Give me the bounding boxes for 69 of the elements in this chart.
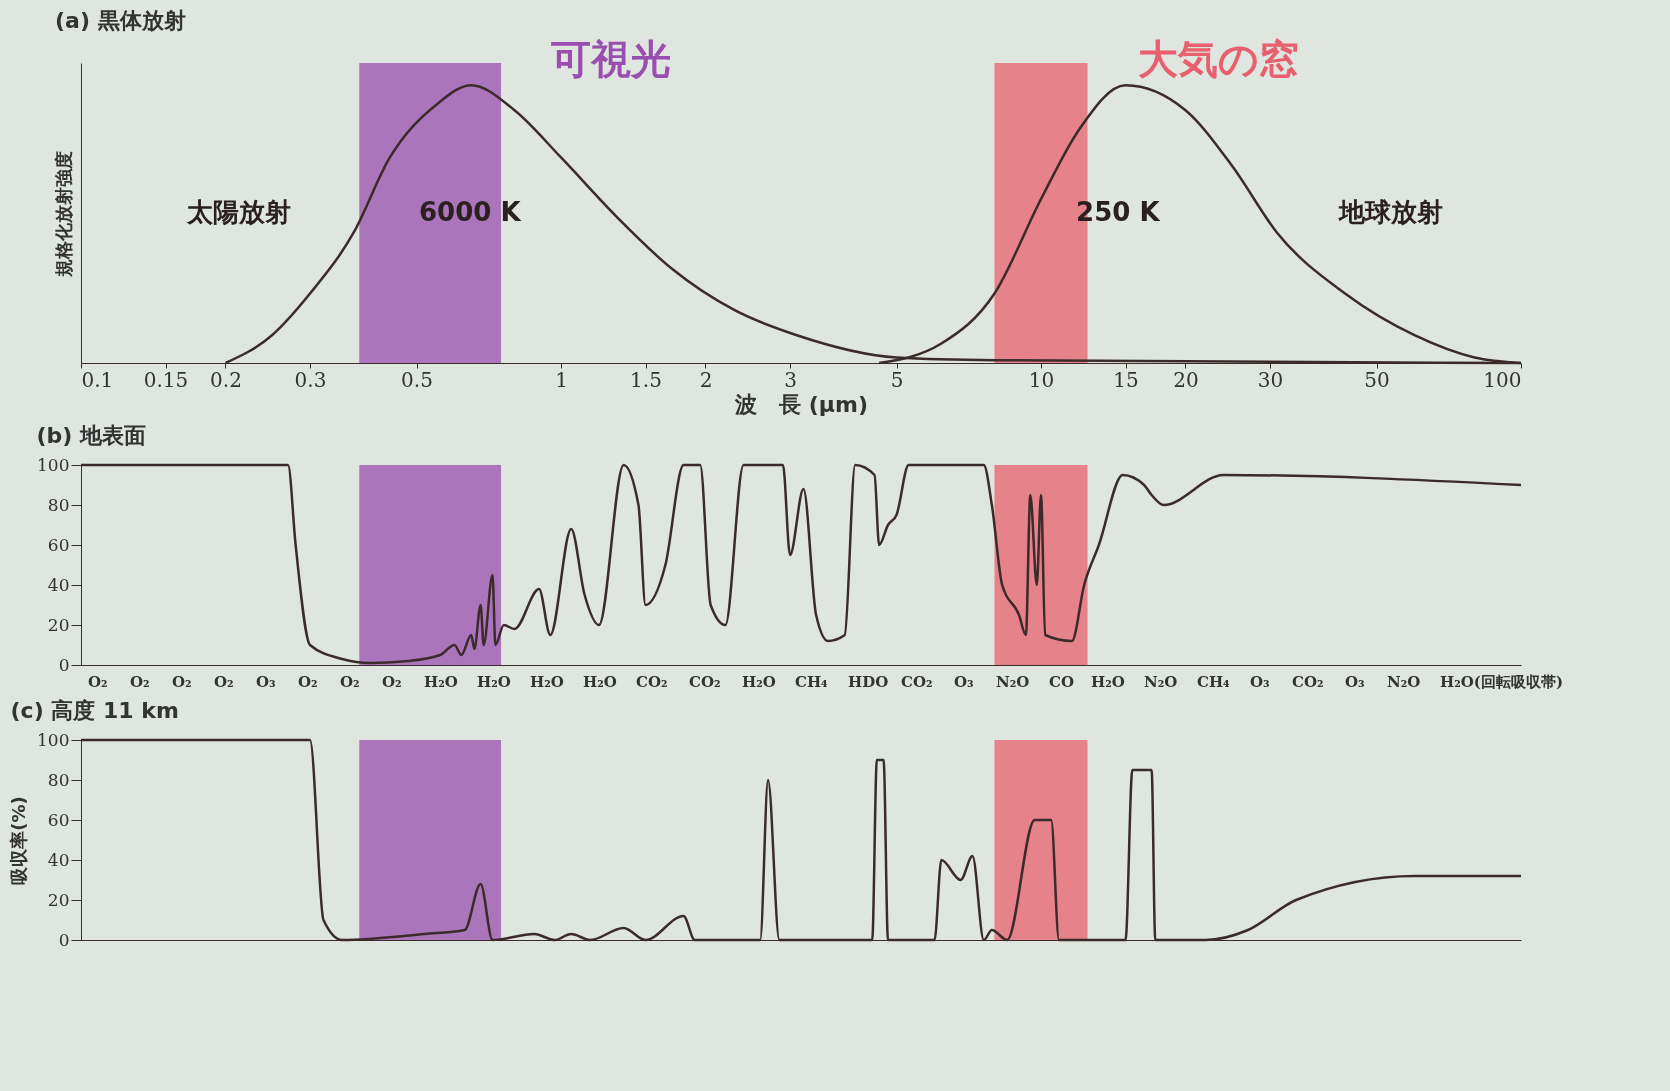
text: CO₂ — [901, 673, 933, 691]
y-tick-label: 40 — [47, 574, 70, 595]
x-tick-label: 15 — [1113, 367, 1139, 392]
y-tick-label: 60 — [47, 809, 70, 830]
y-tick-label: 0 — [58, 654, 70, 675]
x-tick-label: 30 — [1257, 367, 1284, 392]
x-tick-label: 50 — [1364, 367, 1390, 392]
x-tick-label: 0.3 — [294, 367, 327, 392]
text: H₂O — [424, 673, 458, 691]
text: H₂O(回転吸収帯) — [1440, 673, 1564, 691]
x-tick-label: 100 — [1483, 367, 1522, 392]
text: O₂ — [214, 673, 234, 691]
text: N₂O — [1387, 673, 1421, 691]
text: H₂O — [530, 673, 564, 691]
y-tick-label: 40 — [47, 849, 70, 870]
annotation: 250 K — [1076, 197, 1161, 227]
x-axis-title: 波 長 (μm) — [734, 391, 868, 417]
y-tick-label: 0 — [58, 929, 70, 950]
annotation: 地球放射 — [1338, 197, 1444, 227]
annotation: 太陽放射 — [186, 197, 292, 227]
text: O₃ — [954, 673, 974, 691]
chart-title: (b) 地表面 — [36, 423, 147, 448]
y-tick-label: 100 — [37, 454, 70, 475]
y-tick-label: 80 — [47, 769, 70, 790]
y-tick-label: 60 — [47, 534, 70, 555]
x-tick-label: 5 — [890, 367, 904, 392]
x-tick-label: 0.1 — [81, 367, 114, 392]
text: CO₂ — [689, 673, 721, 691]
text: CO₂ — [1292, 673, 1324, 691]
x-tick-label: 10 — [1028, 367, 1055, 392]
x-tick-label: 1.5 — [630, 367, 662, 392]
x-tick-label: 3 — [784, 367, 797, 392]
text: CH₄ — [1197, 673, 1231, 691]
text: HDO — [848, 673, 889, 691]
text: O₂ — [340, 673, 360, 691]
text: O₃ — [256, 673, 276, 691]
x-tick-label: 0.5 — [401, 367, 433, 392]
text: O₃ — [1345, 673, 1365, 691]
y-tick-label: 20 — [47, 889, 70, 910]
y-axis-title: 吸収率(%) — [8, 796, 30, 885]
chart-title: (a) 黒体放射 — [55, 8, 186, 33]
text: O₂ — [88, 673, 108, 691]
text: N₂O — [996, 673, 1030, 691]
band-label: 大気の窓 — [1137, 36, 1299, 82]
x-tick-label: 20 — [1173, 367, 1199, 392]
text: O₂ — [172, 673, 192, 691]
y-tick-label: 20 — [47, 614, 70, 635]
text: O₂ — [298, 673, 318, 691]
text: O₂ — [130, 673, 150, 691]
text: CO — [1049, 673, 1075, 691]
y-axis-title: 規格化放射強度 — [52, 150, 74, 278]
text: H₂O — [583, 673, 617, 691]
text: H₂O — [477, 673, 511, 691]
text: H₂O — [742, 673, 776, 691]
chart-title: (c) 高度 11 km — [10, 698, 179, 723]
annotation: 6000 K — [419, 197, 522, 227]
y-tick-label: 80 — [47, 494, 70, 515]
text: O₃ — [1250, 673, 1270, 691]
text: CH₄ — [795, 673, 829, 691]
text: CO₂ — [636, 673, 668, 691]
text: N₂O — [1144, 673, 1178, 691]
text: O₂ — [382, 673, 402, 691]
x-tick-label: 2 — [699, 367, 713, 392]
band-label: 可視光 — [550, 36, 672, 82]
x-tick-label: 0.15 — [143, 367, 189, 392]
x-tick-label: 1 — [555, 367, 568, 392]
text: H₂O — [1091, 673, 1125, 691]
y-tick-label: 100 — [37, 729, 70, 750]
x-tick-label: 0.2 — [210, 367, 242, 392]
